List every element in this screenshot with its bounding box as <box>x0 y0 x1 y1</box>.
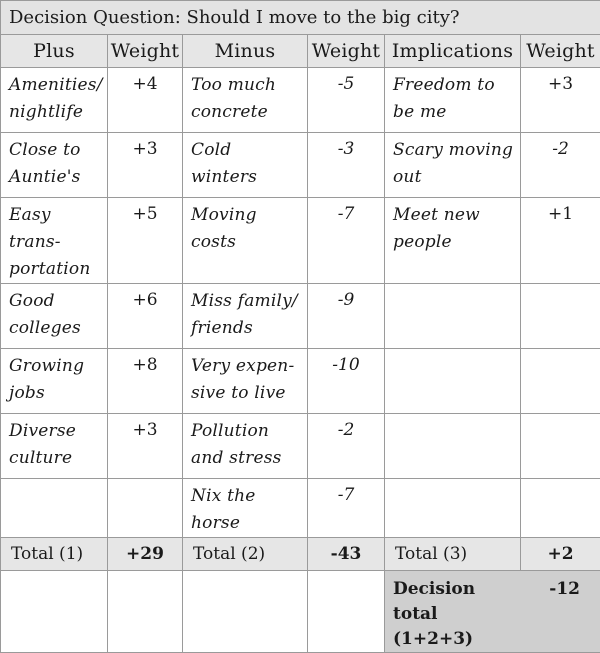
plus-item: Easy trans- portation <box>1 198 108 284</box>
plus-weight <box>108 479 183 538</box>
plus-item: Diverse culture <box>1 414 108 479</box>
header-plus: Plus <box>1 35 108 68</box>
implications-total-value: +2 <box>521 538 600 571</box>
table-row: Amenities/ nightlife +4 Too much concret… <box>1 68 600 133</box>
table-row: Nix the horse -7 <box>1 479 600 538</box>
minus-weight: -5 <box>308 68 385 133</box>
plus-item: Growing jobs <box>1 349 108 414</box>
minus-weight: -9 <box>308 284 385 349</box>
implication-weight <box>521 479 600 538</box>
decision-row: Decision total (1+2+3) -12 <box>1 571 600 653</box>
minus-item: Very expen- sive to live <box>183 349 308 414</box>
plus-item <box>1 479 108 538</box>
table-row: Close to Auntie's +3 Cold winters -3 Sca… <box>1 133 600 198</box>
header-plus-weight: Weight <box>108 35 183 68</box>
decision-question-title: Decision Question: Should I move to the … <box>1 1 600 35</box>
empty-cell <box>308 571 385 653</box>
implications-total-label: Total (3) <box>385 538 521 571</box>
plus-weight: +6 <box>108 284 183 349</box>
plus-total-value: +29 <box>108 538 183 571</box>
plus-item: Good colleges <box>1 284 108 349</box>
header-minus-weight: Weight <box>308 35 385 68</box>
header-implications: Implications <box>385 35 521 68</box>
minus-weight: -7 <box>308 198 385 284</box>
minus-item: Miss family/ friends <box>183 284 308 349</box>
plus-weight: +8 <box>108 349 183 414</box>
minus-weight: -7 <box>308 479 385 538</box>
plus-weight: +4 <box>108 68 183 133</box>
totals-row: Total (1) +29 Total (2) -43 Total (3) +2 <box>1 538 600 571</box>
header-implications-weight: Weight <box>521 35 600 68</box>
implication-weight: +1 <box>521 198 600 284</box>
minus-weight: -3 <box>308 133 385 198</box>
minus-item: Nix the horse <box>183 479 308 538</box>
implication-item: Meet new people <box>385 198 521 284</box>
minus-total-value: -43 <box>308 538 385 571</box>
implication-weight: +3 <box>521 68 600 133</box>
plus-item: Close to Auntie's <box>1 133 108 198</box>
decision-total-value: -12 <box>549 577 580 602</box>
minus-weight: -2 <box>308 414 385 479</box>
implication-item <box>385 284 521 349</box>
implication-weight <box>521 284 600 349</box>
plus-weight: +3 <box>108 414 183 479</box>
minus-item: Pollution and stress <box>183 414 308 479</box>
table-row: Good colleges +6 Miss family/ friends -9 <box>1 284 600 349</box>
implication-weight: -2 <box>521 133 600 198</box>
header-minus: Minus <box>183 35 308 68</box>
implication-item <box>385 349 521 414</box>
minus-weight: -10 <box>308 349 385 414</box>
plus-weight: +5 <box>108 198 183 284</box>
decision-total-cell: Decision total (1+2+3) -12 <box>385 571 600 653</box>
empty-cell <box>183 571 308 653</box>
empty-cell <box>1 571 108 653</box>
table-row: Diverse culture +3 Pollution and stress … <box>1 414 600 479</box>
implication-item <box>385 479 521 538</box>
plus-total-label: Total (1) <box>1 538 108 571</box>
plus-item: Amenities/ nightlife <box>1 68 108 133</box>
implication-weight <box>521 349 600 414</box>
implication-item: Freedom to be me <box>385 68 521 133</box>
minus-total-label: Total (2) <box>183 538 308 571</box>
minus-item: Moving costs <box>183 198 308 284</box>
implication-item <box>385 414 521 479</box>
implication-weight <box>521 414 600 479</box>
table-row: Easy trans- portation +5 Moving costs -7… <box>1 198 600 284</box>
decision-total-label: Decision total (1+2+3) <box>393 577 523 652</box>
empty-cell <box>108 571 183 653</box>
implication-item: Scary moving out <box>385 133 521 198</box>
minus-item: Cold winters <box>183 133 308 198</box>
table-row: Growing jobs +8 Very expen- sive to live… <box>1 349 600 414</box>
plus-weight: +3 <box>108 133 183 198</box>
minus-item: Too much concrete <box>183 68 308 133</box>
